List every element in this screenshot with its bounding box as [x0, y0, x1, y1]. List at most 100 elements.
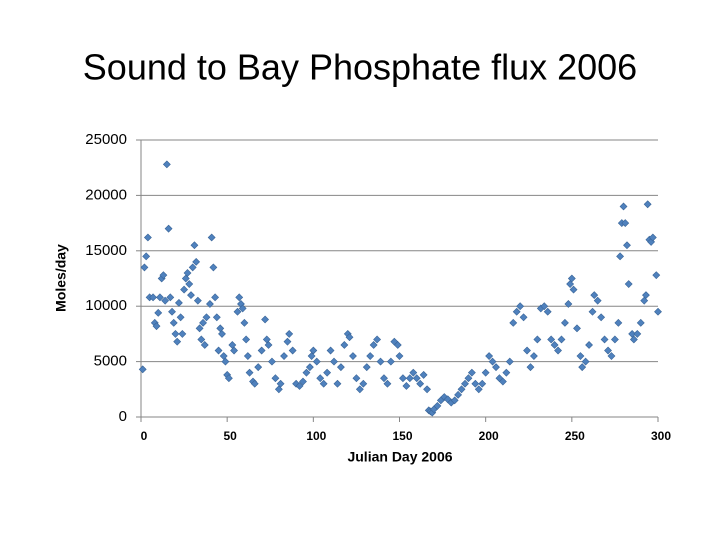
data-point	[554, 346, 562, 355]
data-point	[187, 291, 195, 300]
data-point	[512, 307, 521, 316]
data-point	[585, 341, 593, 349]
x-tick-label: 0	[141, 429, 148, 443]
data-point	[178, 329, 187, 338]
data-point	[386, 357, 395, 366]
data-point	[498, 377, 507, 386]
data-point	[211, 293, 220, 302]
data-point	[143, 233, 152, 242]
data-point	[199, 318, 207, 327]
data-point	[416, 379, 425, 388]
data-point	[478, 379, 487, 388]
data-point	[214, 346, 223, 355]
data-point	[509, 318, 518, 327]
data-point	[633, 329, 642, 338]
data-point	[169, 318, 178, 327]
data-point	[183, 269, 192, 277]
data-point	[309, 346, 318, 355]
data-point	[573, 324, 581, 333]
x-tick-label: 250	[565, 429, 585, 443]
data-point	[242, 335, 251, 344]
y-axis-label: Moles/day	[53, 244, 69, 312]
data-point	[593, 296, 602, 305]
data-point	[564, 300, 573, 308]
data-point	[176, 313, 185, 322]
data-point	[336, 363, 345, 372]
data-point	[488, 357, 497, 366]
data-point	[576, 352, 585, 360]
data-point	[257, 346, 266, 355]
data-point	[164, 224, 173, 233]
data-point	[173, 337, 182, 346]
data-point	[233, 307, 242, 316]
data-point	[188, 263, 197, 272]
data-point	[519, 313, 528, 322]
data-point	[171, 329, 180, 338]
data-point	[200, 341, 209, 349]
data-point	[461, 379, 469, 388]
data-point	[323, 368, 332, 377]
y-tick-label: 5000	[94, 353, 127, 370]
data-point	[161, 296, 170, 305]
data-point	[295, 382, 304, 390]
data-point	[333, 379, 342, 388]
data-point	[276, 379, 285, 388]
data-point	[254, 363, 263, 372]
data-point	[373, 335, 382, 344]
data-point	[654, 307, 662, 316]
data-point	[533, 335, 542, 344]
data-point	[648, 233, 657, 242]
data-point	[240, 318, 249, 327]
data-point	[543, 307, 552, 316]
data-point	[193, 296, 202, 305]
data-point	[369, 341, 378, 349]
data-point	[190, 241, 199, 250]
data-point	[610, 335, 619, 344]
data-point	[569, 285, 578, 294]
data-point	[464, 374, 473, 383]
data-point	[288, 346, 297, 355]
data-point	[636, 318, 645, 327]
data-point	[590, 291, 599, 300]
data-point	[557, 335, 566, 344]
data-point	[285, 329, 294, 338]
data-point	[352, 374, 361, 383]
data-point	[245, 368, 254, 377]
data-point	[604, 346, 612, 355]
data-point	[268, 357, 276, 366]
data-point	[607, 352, 616, 360]
data-point	[261, 315, 270, 324]
data-point	[326, 346, 335, 355]
x-tick-label: 100	[306, 429, 326, 443]
data-point	[235, 293, 244, 302]
y-tick-label: 10000	[85, 297, 127, 314]
data-point	[355, 385, 364, 394]
data-point	[383, 379, 392, 388]
data-point	[305, 363, 314, 372]
data-point	[629, 335, 638, 344]
data-point	[474, 385, 483, 394]
data-point	[529, 352, 538, 360]
y-tick-label: 15000	[85, 242, 127, 259]
data-point	[502, 368, 511, 377]
data-point	[642, 291, 650, 300]
data-point	[614, 318, 623, 327]
data-point	[450, 396, 459, 405]
data-point	[362, 363, 371, 372]
data-point	[402, 382, 411, 390]
data-point	[492, 363, 500, 372]
data-point	[561, 318, 569, 327]
data-point	[550, 341, 559, 349]
data-point	[409, 368, 418, 377]
data-point	[312, 357, 321, 366]
data-point	[652, 271, 661, 280]
data-point	[621, 219, 630, 228]
data-point	[319, 379, 328, 388]
data-point	[250, 379, 259, 388]
data-point	[156, 293, 164, 302]
data-point	[264, 341, 273, 349]
y-tick-label: 0	[119, 408, 127, 425]
x-tick-label: 150	[392, 429, 412, 443]
data-point	[243, 352, 252, 360]
data-point	[359, 379, 368, 388]
